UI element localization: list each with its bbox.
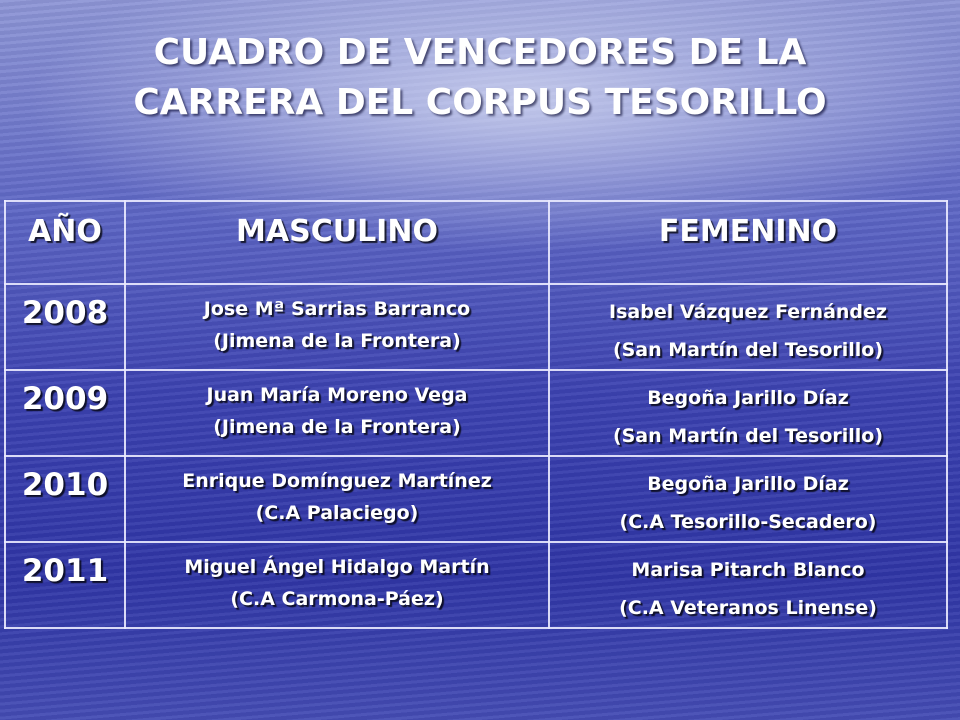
male-club: (C.A Carmona-Páez) xyxy=(230,588,444,610)
female-name: Begoña Jarillo Díaz xyxy=(647,473,849,495)
table-row: 2010 Enrique Domínguez Martínez (C.A Pala… xyxy=(4,455,948,543)
year-cell: 2009 xyxy=(4,369,126,457)
female-name: Marisa Pitarch Blanco xyxy=(631,559,865,581)
header-year: AÑO xyxy=(4,200,126,285)
slide-title: CUADRO DE VENCEDORES DE LA CARRERA DEL C… xyxy=(0,28,960,128)
title-line-1: CUADRO DE VENCEDORES DE LA xyxy=(153,32,807,73)
title-line-2: CARRERA DEL CORPUS TESORILLO xyxy=(133,82,827,123)
male-club: (C.A Palaciego) xyxy=(255,502,419,524)
male-winner-cell: Enrique Domínguez Martínez (C.A Palaciego… xyxy=(124,455,550,543)
female-winner-cell: Begoña Jarillo Díaz (C.A Tesorillo-Secade… xyxy=(548,455,948,543)
male-name: Juan María Moreno Vega xyxy=(206,384,468,406)
year-cell: 2008 xyxy=(4,283,126,371)
year-cell: 2011 xyxy=(4,541,126,629)
table-header-row: AÑO MASCULINO FEMENINO xyxy=(4,200,948,285)
header-male: MASCULINO xyxy=(124,200,550,285)
male-club: (Jimena de la Frontera) xyxy=(213,330,461,352)
female-club: (San Martín del Tesorillo) xyxy=(612,425,884,447)
winners-table: AÑO MASCULINO FEMENINO 2008 Jose Mª Sarr… xyxy=(4,200,948,629)
header-female: FEMENINO xyxy=(548,200,948,285)
table-row: 2009 Juan María Moreno Vega (Jimena de la… xyxy=(4,369,948,457)
female-club: (C.A Tesorillo-Secadero) xyxy=(619,511,877,533)
female-name: Isabel Vázquez Fernández xyxy=(609,301,887,323)
male-name: Enrique Domínguez Martínez xyxy=(182,470,492,492)
female-winner-cell: Marisa Pitarch Blanco (C.A Veteranos Line… xyxy=(548,541,948,629)
year-cell: 2010 xyxy=(4,455,126,543)
female-name: Begoña Jarillo Díaz xyxy=(647,387,849,409)
table-row: 2011 Miguel Ángel Hidalgo Martín (C.A Car… xyxy=(4,541,948,629)
male-winner-cell: Jose Mª Sarrias Barranco (Jimena de la Fr… xyxy=(124,283,550,371)
male-winner-cell: Miguel Ángel Hidalgo Martín (C.A Carmona-… xyxy=(124,541,550,629)
female-winner-cell: Isabel Vázquez Fernández (San Martín del … xyxy=(548,283,948,371)
female-winner-cell: Begoña Jarillo Díaz (San Martín del Tesor… xyxy=(548,369,948,457)
male-name: Miguel Ángel Hidalgo Martín xyxy=(184,556,490,578)
male-winner-cell: Juan María Moreno Vega (Jimena de la Fron… xyxy=(124,369,550,457)
male-name: Jose Mª Sarrias Barranco xyxy=(203,298,471,320)
female-club: (C.A Veteranos Linense) xyxy=(619,597,877,619)
female-club: (San Martín del Tesorillo) xyxy=(612,339,884,361)
male-club: (Jimena de la Frontera) xyxy=(213,416,461,438)
table-row: 2008 Jose Mª Sarrias Barranco (Jimena de … xyxy=(4,283,948,371)
